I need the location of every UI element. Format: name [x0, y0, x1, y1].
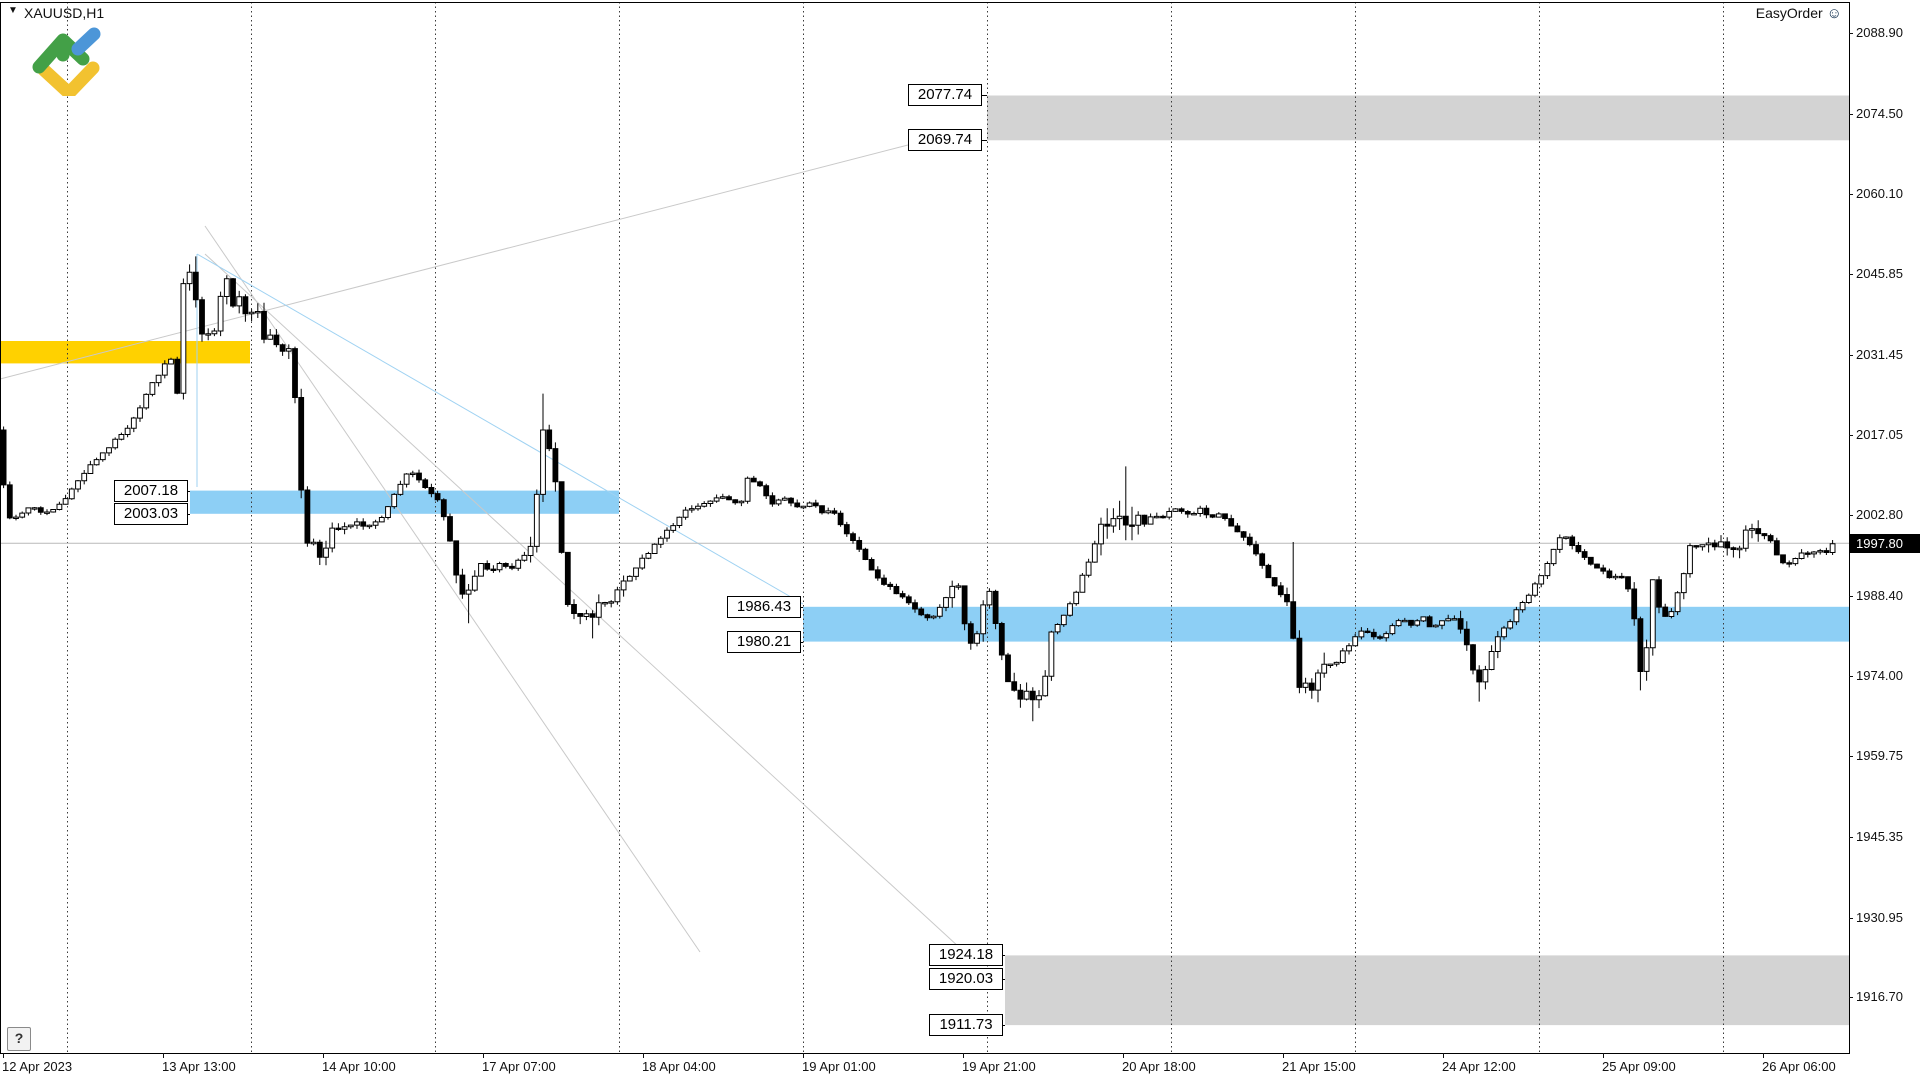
time-axis-label: 19 Apr 01:00: [802, 1059, 876, 1074]
candle-wicks: [3, 256, 1834, 722]
time-axis-tick: [3, 1053, 4, 1058]
price-axis-tick: [1849, 194, 1853, 195]
time-axis-label: 19 Apr 21:00: [962, 1059, 1036, 1074]
price-callout-tick: [1001, 1025, 1005, 1026]
price-callout-1911.73[interactable]: 1911.73: [929, 1014, 1003, 1036]
price-axis-tick: [1849, 355, 1853, 356]
time-axis-label: 17 Apr 07:00: [482, 1059, 556, 1074]
price-callout-2069.74[interactable]: 2069.74: [908, 129, 982, 151]
time-axis-tick: [963, 1053, 964, 1058]
trendline[interactable]: [196, 253, 804, 605]
candlestick-series: [0, 256, 1836, 722]
price-axis-tick: [1849, 33, 1853, 34]
price-axis-tick: [1849, 676, 1853, 677]
time-axis-label: 14 Apr 10:00: [322, 1059, 396, 1074]
time-axis-label: 18 Apr 04:00: [642, 1059, 716, 1074]
yellow-zone[interactable]: [0, 341, 250, 364]
price-axis-label: 2031.45: [1856, 347, 1903, 362]
resistance-upper-gray[interactable]: [987, 95, 1849, 141]
time-axis-label: 20 Apr 18:00: [1122, 1059, 1196, 1074]
time-axis-label: 24 Apr 12:00: [1442, 1059, 1516, 1074]
price-axis-tick: [1849, 756, 1853, 757]
logo-yellow-chevron: [37, 61, 100, 96]
price-axis-tick: [1849, 515, 1853, 516]
time-axis-label: 26 Apr 06:00: [1762, 1059, 1836, 1074]
plot-border: [0, 2, 1850, 1054]
easyorder-text: EasyOrder: [1755, 5, 1823, 21]
price-axis-label: 1930.95: [1856, 910, 1903, 925]
time-axis-tick: [803, 1053, 804, 1058]
price-axis-label: 1959.75: [1856, 748, 1903, 763]
price-callout-tick: [980, 95, 987, 96]
price-axis-label: 2045.85: [1856, 266, 1903, 281]
price-axis-label: 1916.70: [1856, 989, 1903, 1004]
price-axis-tick: [1849, 114, 1853, 115]
price-callout-tick: [799, 607, 803, 608]
time-axis-label: 13 Apr 13:00: [162, 1059, 236, 1074]
price-axis-tick: [1849, 997, 1853, 998]
bear-candle-bodies: [0, 271, 1830, 701]
easyorder-label: EasyOrder ☺: [1756, 5, 1842, 22]
symbol-timeframe-label: XAUUSD,H1: [24, 5, 105, 21]
blue-zone-lower[interactable]: [803, 606, 1849, 642]
price-axis-label: 2074.50: [1856, 106, 1903, 121]
logo-blue-segment: [71, 27, 101, 56]
price-callout-tick: [1001, 955, 1005, 956]
time-axis-tick: [163, 1053, 164, 1058]
price-axis-label: 2060.10: [1856, 186, 1903, 201]
broker-logo: [32, 27, 101, 96]
price-axis-tick: [1849, 274, 1853, 275]
price-callout-1924.18[interactable]: 1924.18: [929, 944, 1003, 966]
price-callout-1980.21[interactable]: 1980.21: [727, 631, 801, 653]
time-axis-tick: [1603, 1053, 1604, 1058]
bull-candle-bodies: [13, 271, 1836, 701]
time-axis-tick: [323, 1053, 324, 1058]
symbol-dropdown-icon[interactable]: ▼: [8, 5, 18, 16]
price-callout-tick: [186, 514, 190, 515]
trendlines-layer: [0, 144, 961, 953]
price-callout-1986.43[interactable]: 1986.43: [727, 596, 801, 618]
price-axis-tick: [1849, 596, 1853, 597]
zones-layer: [0, 95, 1849, 1026]
gridlines-layer: [67, 2, 1724, 1053]
price-axis-tick: [1849, 918, 1853, 919]
time-axis-tick: [1123, 1053, 1124, 1058]
price-axis-label: 2017.05: [1856, 427, 1903, 442]
time-axis-label: 12 Apr 2023: [2, 1059, 73, 1074]
time-axis-tick: [1763, 1053, 1764, 1058]
time-axis-tick: [483, 1053, 484, 1058]
price-callout-tick: [1001, 979, 1005, 980]
chart-frame: [0, 2, 1850, 1054]
price-axis-label: 2002.80: [1856, 507, 1903, 522]
price-axis-label: 2088.90: [1856, 25, 1903, 40]
price-callout-tick: [186, 491, 190, 492]
trendline[interactable]: [204, 225, 701, 953]
price-axis-label: 1945.35: [1856, 829, 1903, 844]
price-axis-label: 1988.40: [1856, 588, 1903, 603]
price-callout-1920.03[interactable]: 1920.03: [929, 968, 1003, 990]
time-axis-tick: [1443, 1053, 1444, 1058]
price-callout-tick: [799, 642, 803, 643]
trendline[interactable]: [0, 144, 909, 380]
time-axis-label: 25 Apr 09:00: [1602, 1059, 1676, 1074]
price-axis-tick: [1849, 435, 1853, 436]
trendline[interactable]: [204, 253, 961, 949]
price-axis-tick: [1849, 837, 1853, 838]
time-axis-label: 21 Apr 15:00: [1282, 1059, 1356, 1074]
time-axis-tick: [1283, 1053, 1284, 1058]
time-axis-tick: [643, 1053, 644, 1058]
support-bottom-gray[interactable]: [1005, 955, 1849, 1026]
current-price-tag: 1997.80: [1849, 534, 1920, 553]
price-callout-2007.18[interactable]: 2007.18: [114, 480, 188, 502]
price-callout-2077.74[interactable]: 2077.74: [908, 84, 982, 106]
price-callout-2003.03[interactable]: 2003.03: [114, 503, 188, 525]
blue-zone-mid[interactable]: [190, 490, 619, 514]
help-button[interactable]: ?: [7, 1027, 31, 1051]
price-axis-label: 1974.00: [1856, 668, 1903, 683]
price-callout-tick: [980, 140, 987, 141]
easyorder-smiley-icon[interactable]: ☺: [1826, 5, 1842, 22]
